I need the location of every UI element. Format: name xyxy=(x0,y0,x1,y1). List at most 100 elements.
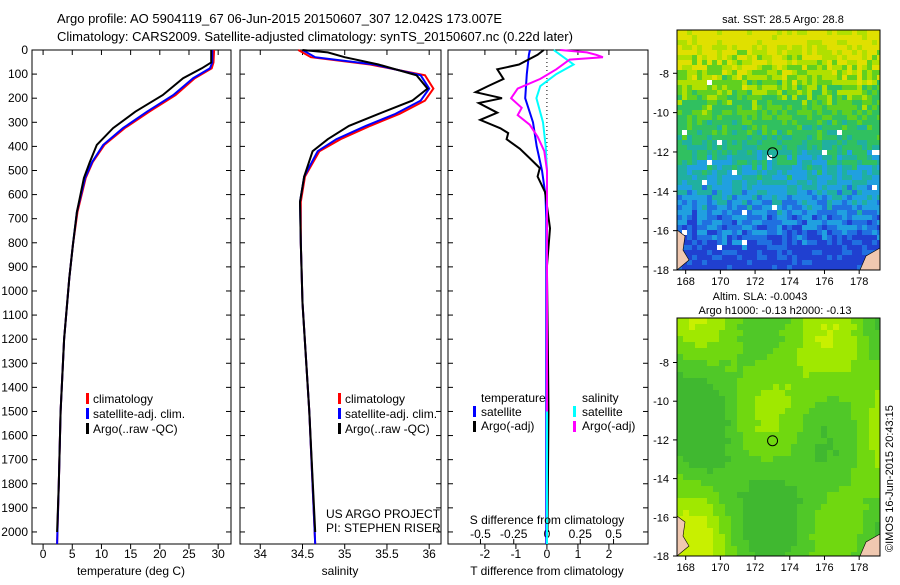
map-cell xyxy=(689,468,695,474)
map-cell xyxy=(797,230,802,235)
map-cell xyxy=(851,360,857,366)
map-cell xyxy=(755,330,761,336)
map-cell xyxy=(833,498,839,504)
map-cell xyxy=(833,486,839,492)
map-cell xyxy=(725,492,731,498)
map-cell xyxy=(717,165,722,170)
map-cell xyxy=(689,444,695,450)
map-cell xyxy=(722,50,727,55)
map-cell xyxy=(851,444,857,450)
map-cell xyxy=(757,100,762,105)
map-cell xyxy=(677,456,683,462)
map-cell xyxy=(707,35,712,40)
map-cell xyxy=(707,160,712,165)
map-cell xyxy=(875,528,880,534)
map-cell xyxy=(833,474,839,480)
map-cell xyxy=(842,175,847,180)
map-cell xyxy=(802,165,807,170)
map-cell xyxy=(802,70,807,75)
map-cell xyxy=(747,265,752,270)
map-cell xyxy=(863,378,869,384)
map-cell xyxy=(817,245,822,250)
map-cell xyxy=(747,255,752,260)
map-cell xyxy=(707,205,712,210)
map-cell xyxy=(797,130,802,135)
map-cell xyxy=(832,240,837,245)
map-cell xyxy=(791,408,797,414)
map-cell xyxy=(683,408,689,414)
map-cell xyxy=(752,80,757,85)
map-cell xyxy=(747,35,752,40)
map-cell xyxy=(842,110,847,115)
map-cell xyxy=(845,408,851,414)
map-cell xyxy=(722,250,727,255)
map-cell xyxy=(732,210,737,215)
map-cell xyxy=(839,414,845,420)
map-cell xyxy=(737,486,743,492)
map-cell xyxy=(687,90,692,95)
map-cell xyxy=(773,336,779,342)
map-cell xyxy=(791,504,797,510)
map-cell xyxy=(857,140,862,145)
map-cell xyxy=(692,245,697,250)
map-cell xyxy=(779,498,785,504)
map-cell xyxy=(827,115,832,120)
map-cell xyxy=(717,250,722,255)
map-cell xyxy=(803,462,809,468)
map-cell xyxy=(822,125,827,130)
map-cell xyxy=(785,372,791,378)
map-cell xyxy=(731,420,737,426)
map-cell xyxy=(821,498,827,504)
map-cell xyxy=(827,450,833,456)
map-cell xyxy=(851,342,857,348)
map-cell xyxy=(692,120,697,125)
map-cell xyxy=(761,414,767,420)
map-cell xyxy=(815,480,821,486)
map-cell xyxy=(797,360,803,366)
map-cell xyxy=(797,195,802,200)
map-cell xyxy=(815,528,821,534)
map-cell xyxy=(727,115,732,120)
map-cell xyxy=(867,130,872,135)
map-cell xyxy=(682,60,687,65)
map-cell xyxy=(767,250,772,255)
legend-title-temperature: temperature xyxy=(481,391,546,405)
map-cell xyxy=(725,396,731,402)
map-cell xyxy=(692,170,697,175)
map-cell xyxy=(687,160,692,165)
map-cell xyxy=(822,65,827,70)
map-cell xyxy=(863,462,869,468)
map-cell xyxy=(747,125,752,130)
map-cell xyxy=(812,80,817,85)
map-cell xyxy=(869,480,875,486)
map-cell xyxy=(875,378,880,384)
map-cell xyxy=(839,330,845,336)
map-cell xyxy=(725,366,731,372)
map-cell xyxy=(749,510,755,516)
map-cell xyxy=(852,60,857,65)
map-cell xyxy=(707,342,713,348)
map-cell xyxy=(722,120,727,125)
map-cell xyxy=(787,40,792,45)
map-cell xyxy=(782,195,787,200)
map-cell xyxy=(782,95,787,100)
map-cell xyxy=(827,414,833,420)
map-cell xyxy=(767,50,772,55)
map-cell xyxy=(809,474,815,480)
map-cell xyxy=(762,175,767,180)
map-cell xyxy=(877,110,880,115)
map-cell xyxy=(732,215,737,220)
map-cell xyxy=(872,210,877,215)
map-cell xyxy=(837,85,842,90)
map-cell xyxy=(862,205,867,210)
map-cell xyxy=(875,348,880,354)
map-cell xyxy=(742,55,747,60)
map-cell xyxy=(833,510,839,516)
map-cell xyxy=(737,354,743,360)
map-cell xyxy=(869,348,875,354)
map-cell xyxy=(833,378,839,384)
map-cell xyxy=(737,492,743,498)
map-cell xyxy=(722,65,727,70)
map-cell xyxy=(832,230,837,235)
map-cell xyxy=(797,318,803,324)
